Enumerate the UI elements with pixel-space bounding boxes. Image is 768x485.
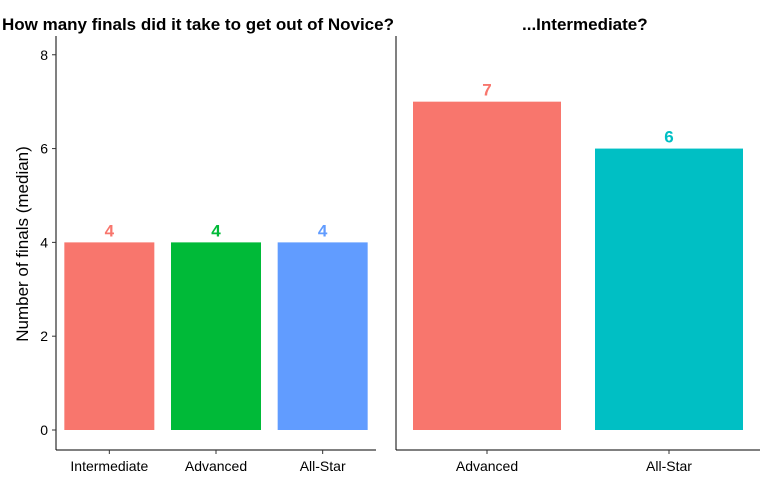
left-data-label: 4 — [105, 221, 115, 240]
x-tick-label: All-Star — [646, 458, 692, 474]
x-tick-label: Advanced — [185, 458, 247, 474]
y-tick-label: 8 — [40, 47, 48, 63]
left-panel: 0 2 4 6 8 4 Intermediate 4 Advanced 4 All-Star — [40, 36, 376, 474]
x-tick-label: All-Star — [300, 458, 346, 474]
y-tick-label: 4 — [40, 234, 48, 250]
y-tick-label: 0 — [40, 422, 48, 438]
right-panel: 7 Advanced 6 All-Star — [395, 36, 760, 474]
y-tick-label: 6 — [40, 141, 48, 157]
left-bar — [277, 242, 368, 430]
y-tick-label: 2 — [40, 328, 48, 344]
x-tick-label: Advanced — [456, 458, 518, 474]
right-bar — [413, 101, 561, 431]
right-panel-title: ...Intermediate? — [522, 15, 648, 34]
left-panel-title: How many finals did it take to get out o… — [2, 15, 394, 34]
right-data-label: 7 — [482, 81, 491, 100]
left-bar — [64, 242, 155, 430]
x-tick-label: Intermediate — [70, 458, 148, 474]
left-data-label: 4 — [211, 221, 221, 240]
left-data-label: 4 — [318, 221, 328, 240]
right-bar — [595, 148, 743, 431]
left-bar — [171, 242, 261, 430]
right-data-label: 6 — [664, 128, 673, 147]
y-axis-title: Number of finals (median) — [13, 146, 32, 342]
